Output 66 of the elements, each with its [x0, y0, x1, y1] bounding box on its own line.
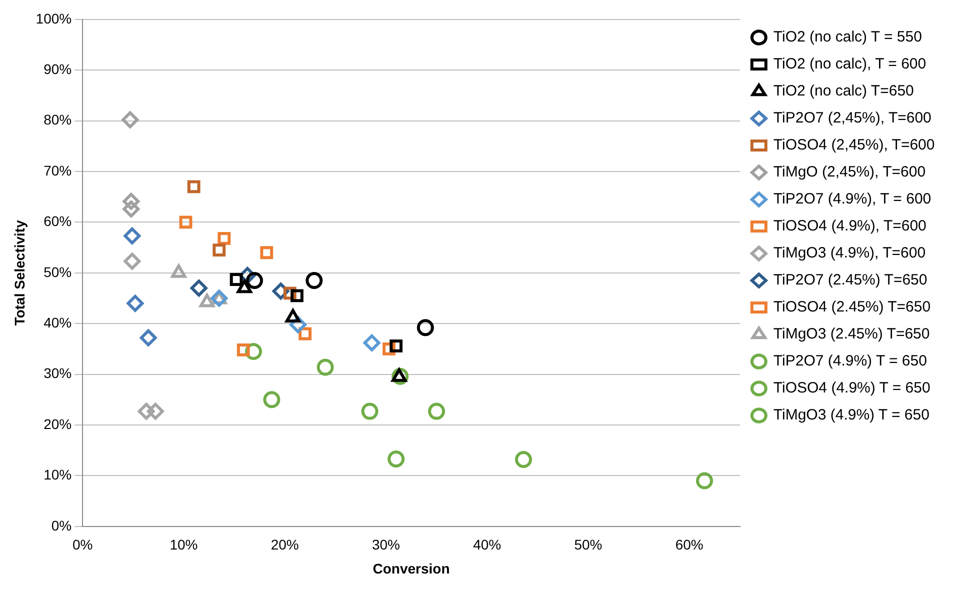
x-tick-label: 0% — [72, 536, 93, 553]
point — [428, 402, 446, 420]
x-tick-label: 10% — [170, 536, 198, 553]
point — [140, 329, 157, 346]
legend-label: TiMgO (2,45%), T=600 — [773, 164, 926, 181]
legend-label: TiOSO4 (2,45%), T=600 — [773, 136, 935, 154]
point — [230, 273, 243, 286]
legend-label: TiMgO3 (4.9%), T=600 — [773, 244, 926, 262]
legend-label: TiP2O7 (2,45%), T=600 — [773, 110, 932, 127]
point — [290, 289, 304, 302]
legend-label: TiO2 (no calc) T = 550 — [773, 28, 922, 46]
y-tick-label: 60% — [44, 213, 72, 230]
point — [363, 334, 380, 352]
legend-label: TiO2 (no calc), T = 600 — [773, 56, 926, 73]
y-tick-label: 100% — [36, 10, 72, 26]
x-tick-label: 20% — [270, 536, 299, 553]
y-tick-label: 30% — [44, 365, 72, 382]
point — [146, 402, 164, 420]
point — [124, 227, 141, 244]
point — [179, 216, 192, 229]
y-tick-label: 70% — [44, 162, 72, 178]
point — [124, 252, 141, 270]
y-tick-label: 20% — [44, 416, 72, 432]
y-tick-label: 10% — [44, 466, 72, 483]
legend-label: TiOSO4 (4.9%) T = 650 — [773, 380, 930, 397]
legend-label: TiOSO4 (4.9%), T=600 — [773, 218, 926, 235]
point — [218, 232, 231, 245]
point — [361, 402, 378, 420]
legend-label: TiP2O7 (2.45%) T=650 — [773, 272, 928, 289]
point — [388, 450, 405, 468]
point — [122, 192, 140, 210]
x-axis-title: Conversion — [372, 560, 450, 576]
point — [126, 294, 144, 312]
point — [263, 391, 280, 408]
legend-label: TiMgO3 (4.9%) T = 650 — [773, 406, 930, 424]
point — [187, 180, 200, 194]
y-tick-label: 50% — [44, 264, 72, 280]
y-axis-title: Total Selectivity — [11, 220, 28, 326]
x-tick-label: 60% — [675, 536, 704, 553]
point — [306, 272, 323, 290]
legend-label: TiP2O7 (4.9%), T = 600 — [773, 190, 932, 208]
point — [285, 309, 301, 323]
point — [416, 319, 434, 336]
point — [260, 246, 274, 260]
point — [696, 472, 714, 490]
x-tick-label: 30% — [372, 536, 400, 553]
point — [246, 272, 264, 290]
legend-label: TiP2O7 (4.9%) T = 650 — [773, 352, 927, 370]
point — [190, 280, 208, 297]
point — [236, 344, 250, 356]
point — [138, 402, 155, 420]
point — [390, 339, 403, 352]
point — [122, 200, 140, 218]
legend-label: TiO2 (no calc) T=650 — [773, 82, 914, 100]
y-tick-label: 0% — [51, 517, 72, 534]
point — [316, 358, 334, 376]
point — [122, 111, 139, 128]
legend-label: TiOSO4 (2.45%) T=650 — [773, 298, 931, 316]
x-tick-label: 50% — [574, 536, 602, 553]
point — [212, 244, 226, 257]
legend-label: TiMgO3 (2.45%) T=650 — [773, 326, 930, 343]
y-tick-label: 80% — [44, 112, 72, 128]
x-tick-label: 40% — [473, 536, 502, 553]
y-tick-label: 40% — [44, 314, 72, 330]
point — [515, 450, 532, 468]
y-tick-label: 90% — [44, 60, 72, 77]
